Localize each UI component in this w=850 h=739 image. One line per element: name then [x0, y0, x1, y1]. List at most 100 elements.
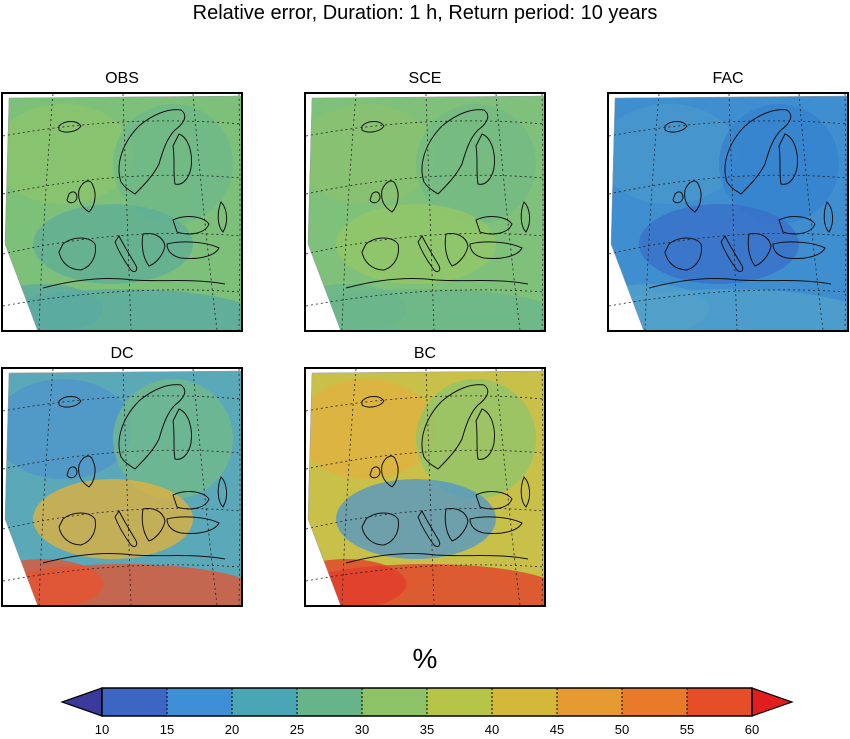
colorbar-bin [492, 688, 557, 716]
map-panel-fac [607, 92, 849, 332]
graticule-line [3, 120, 241, 137]
coastline [166, 241, 220, 259]
graticule-line [3, 449, 241, 470]
coastline [724, 109, 792, 195]
graticule-line [306, 564, 544, 582]
coastline [684, 180, 702, 213]
panel-title-dc: DC [110, 345, 134, 362]
colorbar-tick-label: 45 [549, 722, 565, 737]
colorbar-tick-label: 40 [484, 722, 500, 737]
map-sce [306, 94, 544, 330]
coastline [417, 235, 441, 273]
coastline [172, 216, 210, 235]
coastline [78, 180, 96, 213]
graticule-line [541, 94, 544, 330]
graticule-line [122, 94, 132, 330]
graticule-line [728, 94, 738, 330]
coastline [369, 466, 381, 479]
colorbar-tick-label: 25 [289, 722, 305, 737]
graticule-line [541, 369, 544, 605]
field-region [416, 104, 536, 224]
coastline [141, 233, 166, 267]
coastline [475, 408, 495, 460]
graticule-line [3, 232, 241, 255]
coastline [469, 516, 523, 534]
map-fac [609, 94, 847, 330]
field-region [113, 379, 233, 499]
graticule-line [425, 369, 435, 605]
graticule-line [609, 289, 847, 307]
colorbar [60, 687, 794, 717]
graticule-line [306, 174, 544, 195]
coastline [520, 201, 531, 233]
coastline [66, 191, 78, 204]
coastline [778, 133, 798, 185]
coastline [58, 396, 82, 408]
graticule-line [3, 395, 241, 412]
coastline [42, 552, 226, 564]
coastline [58, 237, 96, 271]
coastline [772, 241, 826, 259]
graticule-line [3, 507, 241, 530]
coastline [475, 216, 513, 235]
coastline [369, 191, 381, 204]
coastline [172, 408, 192, 460]
colorbar-bin [622, 688, 687, 716]
colorbar-under-arrow [60, 687, 103, 717]
domain-outline [4, 95, 241, 330]
coastline [217, 476, 228, 508]
coastline [421, 109, 489, 195]
graticule-line [844, 94, 847, 330]
domain-outline [307, 95, 544, 330]
graticule-line [306, 395, 544, 412]
graticule-line [238, 94, 241, 330]
colorbar-bin [362, 688, 427, 716]
colorbar-tick-label: 50 [614, 722, 630, 737]
graticule-line [3, 564, 241, 582]
coastline [166, 516, 220, 534]
colorbar-bin [297, 688, 362, 716]
graticule-line [306, 120, 544, 137]
graticule-line [609, 174, 847, 195]
coastline [114, 235, 138, 273]
colorbar-unit-label: % [412, 643, 438, 674]
coastline [664, 121, 688, 133]
colorbar-tick-label: 60 [744, 722, 760, 737]
graticule-line [306, 289, 544, 307]
coastline [444, 508, 469, 542]
domain-outline [307, 370, 544, 605]
colorbar-tick-label: 10 [94, 722, 110, 737]
coastline [118, 109, 186, 195]
coastline [648, 277, 832, 289]
colorbar-bin [232, 688, 297, 716]
coastline [66, 466, 78, 479]
coastline [520, 476, 531, 508]
map-panel-sce [304, 92, 546, 332]
coastline [417, 510, 441, 548]
coastline [345, 277, 529, 289]
coastline [42, 277, 226, 289]
coastline [361, 512, 399, 546]
coastline [444, 233, 469, 267]
coastline [672, 191, 684, 204]
coastline [823, 201, 834, 233]
colorbar-frame [101, 687, 753, 717]
coastline [469, 241, 523, 259]
coastline [475, 133, 495, 185]
coastline [778, 216, 816, 235]
graticule-line [306, 507, 544, 530]
graticule-line [609, 232, 847, 255]
panel-title-sce: SCE [408, 70, 442, 87]
coastline [475, 491, 513, 510]
map-panel-obs [1, 92, 243, 332]
map-panel-dc [1, 367, 243, 607]
graticule-line [306, 232, 544, 255]
coastline [345, 552, 529, 564]
field-region [719, 104, 839, 224]
field-region [416, 379, 536, 499]
map-obs [3, 94, 241, 330]
colorbar-bin [102, 688, 167, 716]
panel-title-fac: FAC [712, 70, 744, 87]
graticule-line [238, 369, 241, 605]
graticule-line [3, 174, 241, 195]
